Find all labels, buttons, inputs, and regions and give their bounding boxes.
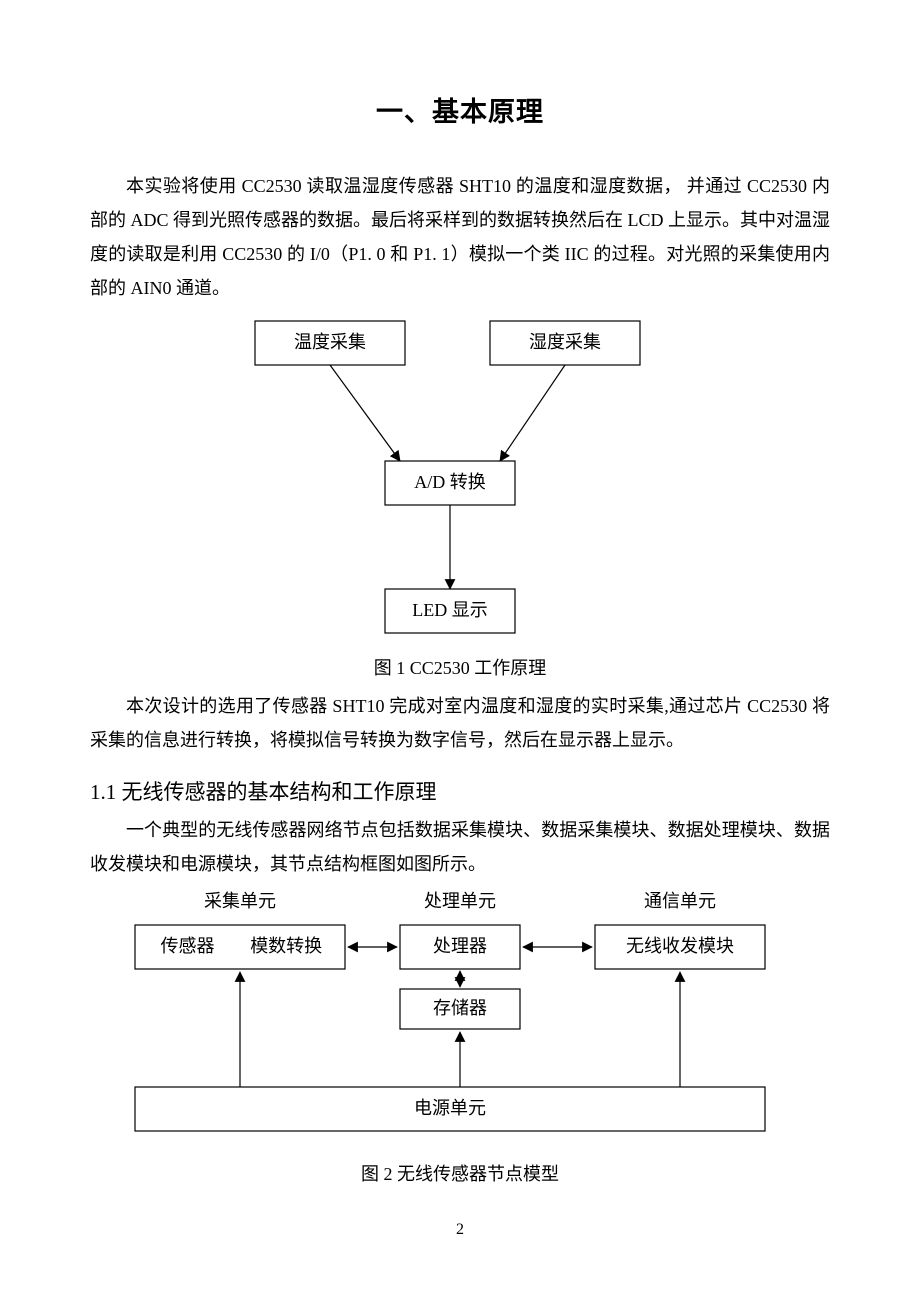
- node-adc-label: 模数转换: [250, 936, 322, 956]
- page: 一、基本原理 本实验将使用 CC2530 读取温湿度传感器 SHT10 的温度和…: [0, 0, 920, 1279]
- node-power-label: 电源单元: [414, 1098, 486, 1118]
- paragraph-2: 本次设计的选用了传感器 SHT10 完成对室内温度和湿度的实时采集,通过芯片 C…: [90, 689, 830, 757]
- node-memory-label: 存储器: [433, 998, 487, 1018]
- main-title: 一、基本原理: [90, 90, 830, 129]
- node-humi-label: 湿度采集: [529, 332, 601, 352]
- paragraph-3: 一个典型的无线传感器网络节点包括数据采集模块、数据采集模块、数据处理模块、数据收…: [90, 813, 830, 881]
- page-number: 2: [90, 1221, 830, 1239]
- figure-2-diagram: 采集单元 处理单元 通信单元 传感器 模数转换 处理器 存储器 无线收发模块 电…: [90, 887, 830, 1147]
- node-sensor-label: 传感器: [161, 936, 215, 956]
- edge-temp-ad: [330, 365, 400, 461]
- node-processor-label: 处理器: [433, 936, 487, 956]
- node-temp-label: 温度采集: [294, 332, 366, 352]
- label-acq-unit: 采集单元: [204, 891, 276, 911]
- node-rf-label: 无线收发模块: [626, 936, 734, 956]
- label-proc-unit: 处理单元: [424, 891, 496, 911]
- label-comm-unit: 通信单元: [644, 891, 716, 911]
- paragraph-1: 本实验将使用 CC2530 读取温湿度传感器 SHT10 的温度和湿度数据， 并…: [90, 169, 830, 305]
- figure-1-diagram: 温度采集 湿度采集 A/D 转换 LED 显示: [90, 311, 830, 641]
- node-led-label: LED 显示: [412, 600, 488, 620]
- node-ad-label: A/D 转换: [414, 472, 486, 492]
- section-1-1-title: 1.1 无线传感器的基本结构和工作原理: [90, 775, 830, 809]
- figure-1-caption: 图 1 CC2530 工作原理: [90, 651, 830, 685]
- figure-2-caption: 图 2 无线传感器节点模型: [90, 1157, 830, 1191]
- edge-humi-ad: [500, 365, 565, 461]
